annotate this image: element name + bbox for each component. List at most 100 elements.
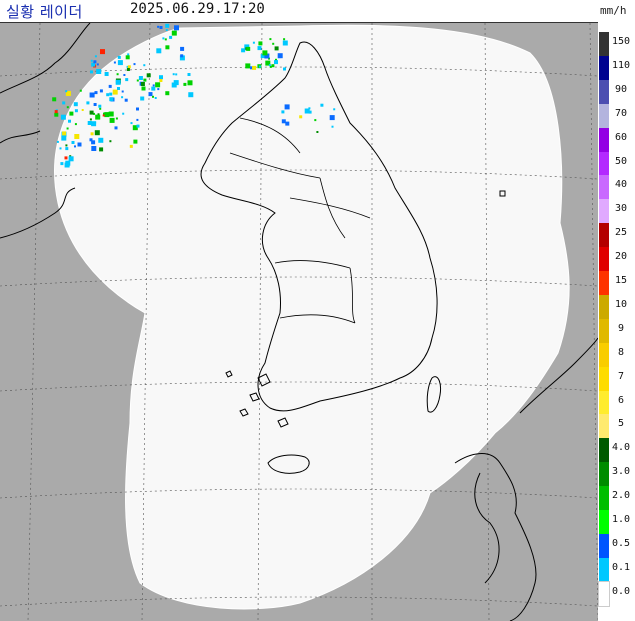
echo-cell bbox=[121, 90, 124, 93]
legend-swatch bbox=[599, 199, 609, 224]
echo-cell bbox=[281, 110, 285, 114]
echo-cell bbox=[104, 72, 109, 76]
echo-cell bbox=[123, 74, 126, 76]
legend-label: 150 bbox=[611, 36, 631, 47]
china-coastline bbox=[0, 23, 91, 239]
legend-label: 4.0 bbox=[611, 442, 631, 454]
echo-cell bbox=[151, 86, 156, 91]
echo-cell bbox=[156, 48, 162, 54]
legend-label: 9 bbox=[617, 322, 625, 334]
echo-cell bbox=[93, 112, 95, 115]
echo-cell bbox=[89, 92, 95, 98]
echo-cell bbox=[100, 49, 105, 55]
echo-cell bbox=[104, 112, 110, 118]
echo-cell bbox=[98, 104, 102, 108]
echo-cell bbox=[183, 82, 187, 86]
echo-cell bbox=[127, 65, 131, 69]
echo-cell bbox=[125, 55, 130, 60]
echo-cell bbox=[136, 124, 140, 128]
kyushu-coastline bbox=[454, 453, 537, 621]
echo-cell bbox=[252, 65, 257, 70]
tsushima-island bbox=[426, 376, 441, 413]
echo-cell bbox=[299, 115, 303, 119]
legend-swatch bbox=[599, 247, 609, 272]
legend-swatch bbox=[599, 294, 609, 319]
echo-cell bbox=[89, 138, 93, 142]
echo-cell bbox=[277, 53, 283, 59]
echo-cell bbox=[74, 145, 76, 148]
echo-cell bbox=[141, 86, 146, 91]
echo-cell bbox=[274, 60, 278, 65]
echo-cell bbox=[138, 76, 143, 80]
echo-cell bbox=[146, 73, 151, 78]
echo-cell bbox=[284, 104, 290, 110]
echo-cell bbox=[241, 48, 246, 53]
legend-swatch bbox=[599, 55, 609, 80]
echo-cell bbox=[165, 91, 170, 96]
echo-cell bbox=[126, 68, 130, 71]
precipitation-echoes bbox=[52, 23, 336, 168]
legend-swatch bbox=[599, 486, 609, 511]
echo-cell bbox=[162, 37, 165, 40]
radar-map[interactable] bbox=[0, 22, 598, 621]
echo-cell bbox=[246, 46, 251, 51]
echo-cell bbox=[115, 79, 121, 85]
echo-cell bbox=[91, 140, 96, 145]
echo-cell bbox=[66, 106, 69, 109]
echo-cell bbox=[127, 53, 130, 56]
legend-label: 2.0 bbox=[611, 490, 631, 502]
legend-label: 20 bbox=[614, 251, 628, 263]
echo-cell bbox=[129, 144, 133, 148]
echo-cell bbox=[126, 65, 129, 68]
echo-cell bbox=[108, 111, 114, 117]
legend-swatch bbox=[599, 79, 609, 104]
echo-cell bbox=[54, 110, 58, 114]
legend-label: 40 bbox=[614, 179, 628, 191]
echo-cell bbox=[268, 57, 270, 60]
echo-cell bbox=[174, 25, 179, 31]
echo-cell bbox=[133, 63, 136, 66]
echo-cell bbox=[304, 108, 310, 114]
header-bar: 실황 레이더 2025.06.29.17:20 mm/h bbox=[0, 0, 635, 22]
echo-cell bbox=[99, 147, 104, 152]
echo-cell bbox=[180, 46, 185, 51]
echo-cell bbox=[260, 54, 265, 59]
echo-cell bbox=[269, 65, 272, 68]
legend-label: 10 bbox=[614, 298, 628, 310]
echo-cell bbox=[87, 121, 92, 125]
legend-swatch bbox=[599, 510, 609, 534]
southwest-islands bbox=[225, 370, 289, 428]
echo-cell bbox=[113, 61, 116, 64]
echo-cell bbox=[143, 64, 146, 67]
echo-cell bbox=[94, 55, 97, 58]
echo-cell bbox=[136, 107, 139, 111]
legend-label: 0.1 bbox=[611, 561, 631, 573]
radar-map-canvas bbox=[0, 23, 598, 621]
legend-swatch bbox=[599, 438, 609, 463]
echo-cell bbox=[187, 73, 191, 76]
legend-label: 6 bbox=[617, 394, 625, 406]
echo-cell bbox=[268, 64, 271, 67]
echo-cell bbox=[152, 95, 154, 98]
legend-label: 5 bbox=[617, 418, 625, 430]
echo-cell bbox=[188, 92, 194, 98]
echo-cell bbox=[122, 112, 125, 115]
echo-cell bbox=[117, 87, 120, 90]
echo-cell bbox=[89, 118, 92, 121]
echo-cell bbox=[117, 55, 121, 59]
echo-cell bbox=[148, 92, 153, 97]
echo-cell bbox=[69, 111, 74, 116]
echo-cell bbox=[54, 112, 59, 117]
jeju-island bbox=[267, 454, 310, 474]
echo-cell bbox=[109, 117, 115, 123]
echo-cell bbox=[282, 40, 288, 46]
echo-cell bbox=[69, 155, 72, 158]
legend-swatch bbox=[599, 414, 609, 439]
echo-cell bbox=[60, 114, 66, 120]
legend-swatch bbox=[599, 342, 609, 367]
echo-cell bbox=[262, 50, 268, 56]
echo-cell bbox=[136, 118, 139, 121]
echo-cell bbox=[91, 121, 97, 127]
echo-cell bbox=[86, 101, 90, 105]
legend-label: 7 bbox=[617, 370, 625, 382]
